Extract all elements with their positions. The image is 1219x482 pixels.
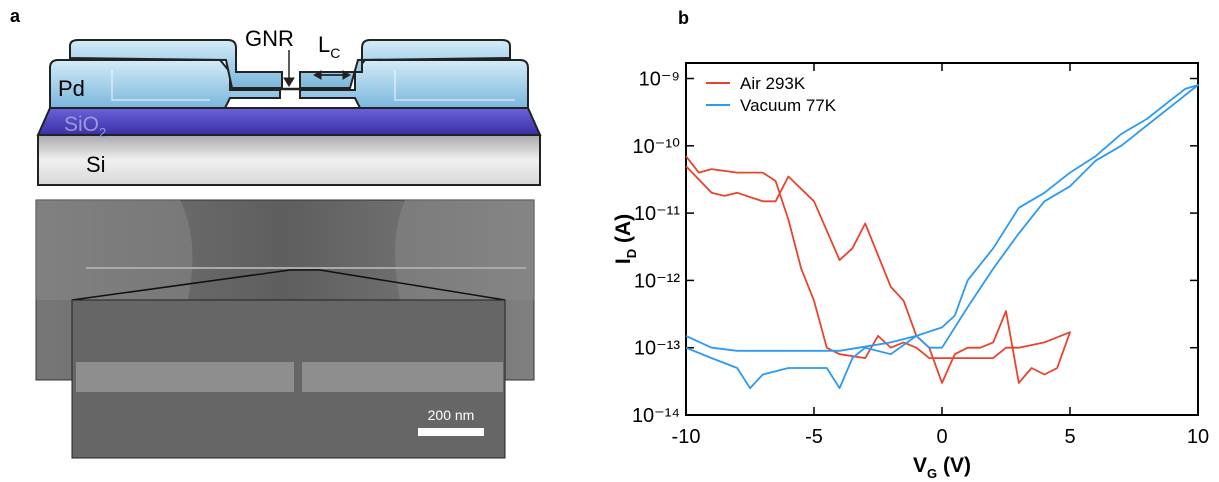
x-tick-label: 10 — [1187, 426, 1209, 448]
sem-image — [35, 199, 535, 459]
x-tick-label: -10 — [672, 426, 701, 448]
x-tick-label: -5 — [805, 426, 823, 448]
label-main: L — [318, 32, 330, 57]
label-main: SiO — [64, 113, 99, 136]
y-tick-label: 10⁻¹¹ — [634, 203, 680, 225]
label-sub: C — [330, 45, 340, 61]
x-tick-label: 5 — [1064, 426, 1075, 448]
data-line — [685, 84, 1199, 390]
device-schematic — [36, 39, 542, 186]
panel-label: b — [678, 8, 689, 28]
legend-label: Air 293K — [740, 74, 806, 93]
y-tick-label: 10⁻¹² — [634, 270, 680, 292]
y-tick-label: 10⁻¹⁰ — [633, 136, 680, 158]
label-main: V — [913, 454, 927, 477]
plot-frame — [685, 62, 1199, 416]
si-label: Si — [86, 152, 106, 177]
y-axis-label: ID (A) — [612, 214, 639, 264]
gnr-label: GNR — [245, 26, 294, 51]
x-tick-label: 0 — [936, 426, 947, 448]
data-line — [685, 155, 1071, 384]
panel-label: a — [10, 6, 21, 26]
label-rest: (V) — [937, 454, 971, 477]
pd-label: Pd — [58, 76, 85, 101]
y-tick-label: 10⁻⁹ — [639, 69, 680, 91]
label-rest: (A) — [612, 214, 635, 249]
label-main: I — [612, 258, 635, 264]
label-sub: D — [624, 249, 639, 258]
scale-bar-label: 200 nm — [428, 407, 475, 423]
oxide-label: SiO2 — [64, 113, 106, 140]
legend-label: Vacuum 77K — [740, 96, 837, 115]
x-axis-label: VG (V) — [913, 454, 971, 481]
y-tick-label: 10⁻¹³ — [634, 338, 680, 360]
label-sub: 2 — [99, 125, 106, 140]
contact-length-label: LC — [318, 32, 340, 61]
label-sub: G — [927, 466, 937, 481]
chart: -10 -5 0 5 10 10⁻¹⁴ 10⁻¹³ 10⁻¹² 10⁻¹¹ 10⁻¹⁰ 10⁻⁹ VG… — [612, 62, 1209, 481]
y-tick-label: 10⁻¹⁴ — [632, 405, 680, 427]
